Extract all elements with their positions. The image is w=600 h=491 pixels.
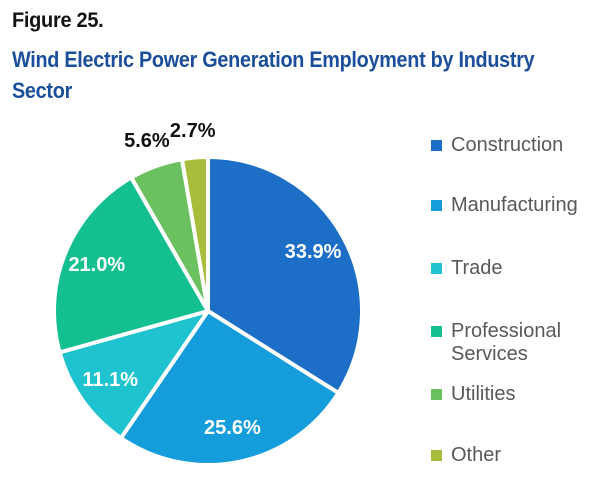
pie-value-label-manufacturing: 25.6% (204, 417, 261, 439)
pie-slice-manufacturing (118, 309, 341, 468)
pie-value-label-professional-services: 21.0% (68, 254, 125, 276)
figure-title: Wind Electric Power Generation Employmen… (12, 44, 588, 106)
pie-slices: 33.9% 25.6% 11.1% 21.0% 5.6% 2.7% (52, 120, 364, 468)
figure-title-line2: Sector (12, 78, 73, 103)
pie-value-label-trade: 11.1% (82, 369, 138, 391)
pie-value-label-utilities: 5.6% (124, 130, 170, 152)
pie-value-label-other: 2.7% (170, 120, 216, 142)
pie-slice-professional-services (52, 175, 210, 355)
figure-title-line1: Wind Electric Power Generation Employmen… (12, 47, 535, 72)
pie-value-label-construction: 33.9% (285, 241, 342, 263)
figure-number-label: Figure 25. (12, 9, 104, 32)
pie-slice-other (179, 155, 210, 313)
